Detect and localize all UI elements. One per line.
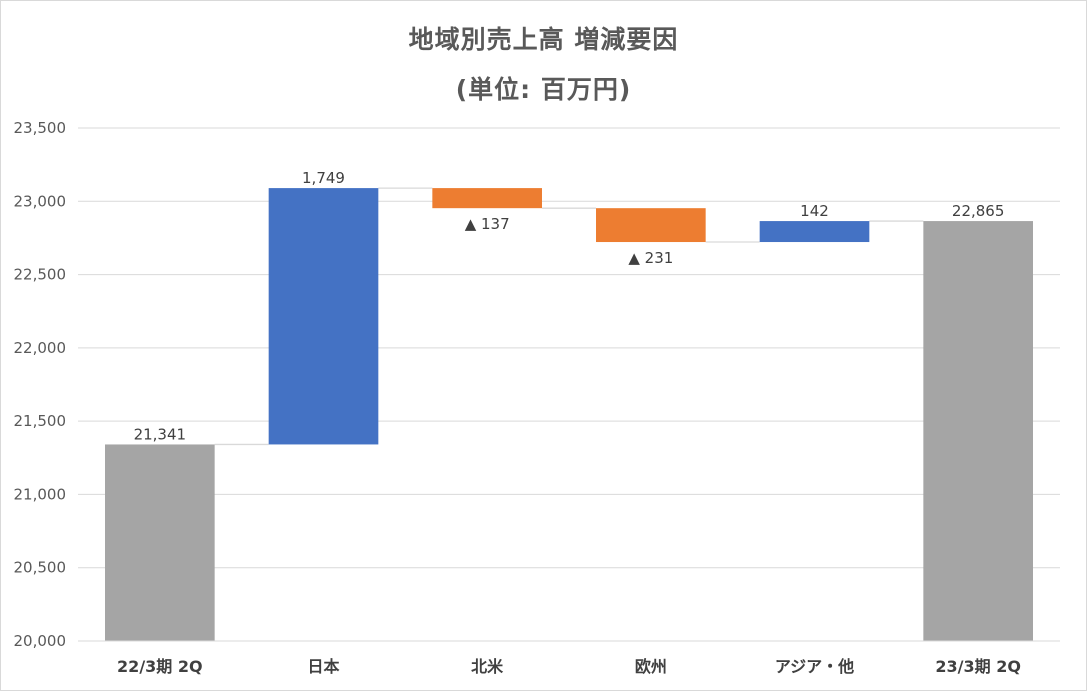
- data-label: 21,341: [134, 425, 187, 443]
- y-tick-label: 20,500: [14, 559, 67, 577]
- gridlines: [78, 127, 1060, 642]
- x-tick-label: 欧州: [635, 657, 667, 676]
- data-label: 1,749: [302, 169, 345, 187]
- connector-lines: [214, 187, 924, 446]
- y-tick-label: 23,000: [14, 192, 67, 210]
- x-tick-label: 北米: [471, 657, 504, 676]
- x-tick-label: 23/3期 2Q: [935, 657, 1021, 676]
- y-tick-label: 22,000: [14, 339, 67, 357]
- data-label: ▲ 231: [628, 249, 673, 267]
- bar-increase: [759, 221, 870, 243]
- bars: [105, 188, 1033, 641]
- x-axis: 22/3期 2Q 日本 北米 欧州 アジア・他 23/3期 2Q: [78, 640, 1060, 676]
- y-tick-label: 21,000: [14, 485, 67, 503]
- y-tick-label: 22,500: [14, 266, 67, 284]
- bar-total: [105, 444, 215, 641]
- y-tick-label: 23,500: [14, 119, 67, 137]
- bar-decrease: [596, 208, 706, 243]
- data-label: 22,865: [952, 202, 1005, 220]
- x-tick-label: 22/3期 2Q: [117, 657, 203, 676]
- x-tick-label: アジア・他: [775, 657, 854, 676]
- data-label: 142: [800, 202, 829, 220]
- chart-title: 地域別売上高 増減要因: [408, 25, 679, 54]
- x-tick-label: 日本: [307, 657, 339, 676]
- bar-total: [923, 221, 1033, 641]
- chart-subtitle: (単位: 百万円): [455, 75, 632, 104]
- y-axis: 20,000 20,500 21,000 21,500 22,000 22,500 23,0…: [14, 119, 67, 650]
- data-labels: 21,341 1,749 ▲ 137 ▲ 231 142 22,865: [134, 169, 1005, 443]
- bar-decrease: [432, 188, 542, 209]
- data-label: ▲ 137: [465, 215, 510, 233]
- bar-increase: [268, 188, 379, 445]
- y-tick-label: 20,000: [14, 632, 67, 650]
- y-tick-label: 21,500: [14, 412, 67, 430]
